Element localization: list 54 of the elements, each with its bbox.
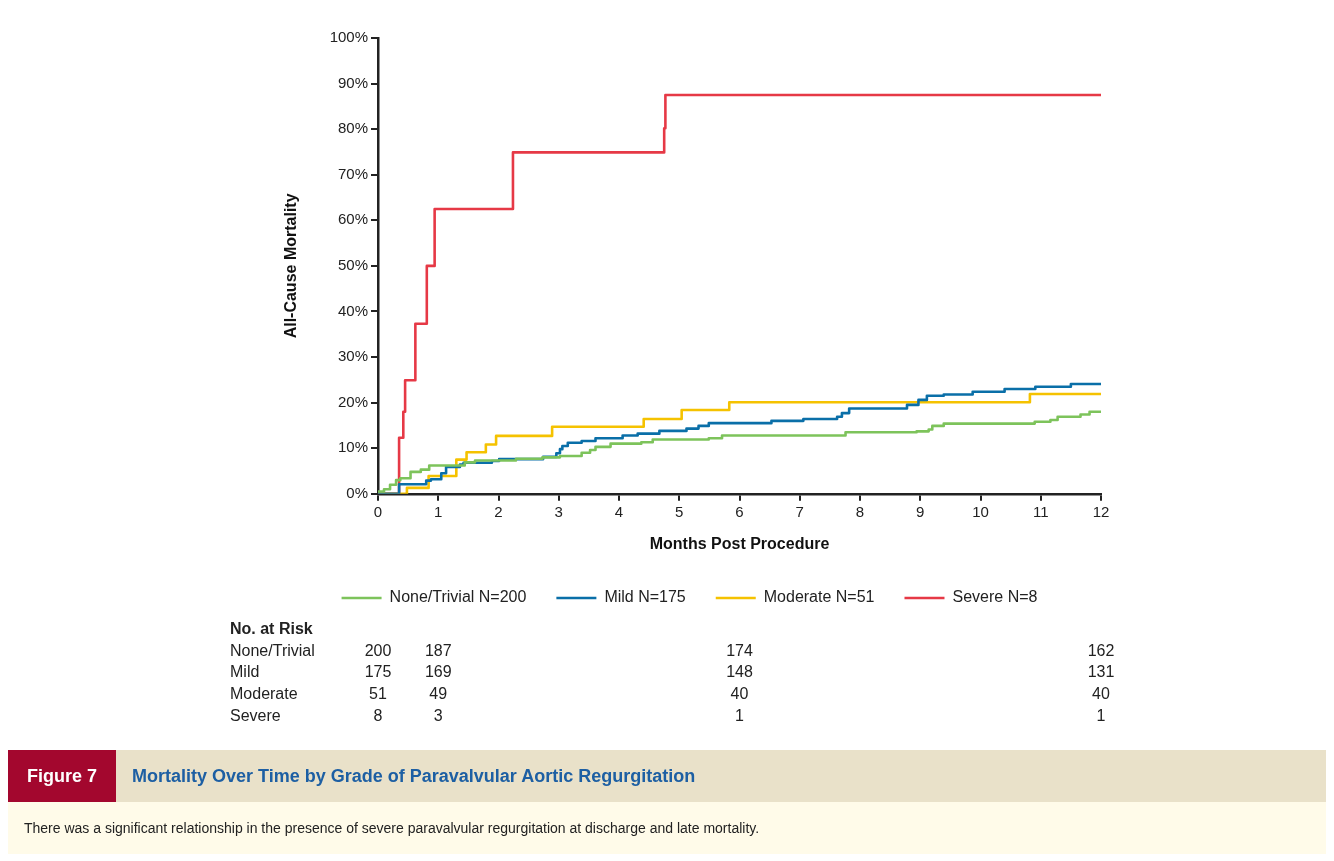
legend-label: None/Trivial N=200 xyxy=(389,588,527,606)
y-tick-label: 10% xyxy=(337,438,368,456)
x-tick-label: 6 xyxy=(735,502,744,520)
text: Mild xyxy=(230,663,260,682)
text: Severe xyxy=(230,706,281,725)
text: 40 xyxy=(1091,685,1111,704)
y-tick-label: 80% xyxy=(337,119,368,137)
text: 169 xyxy=(423,663,453,682)
x-tick-label: 1 xyxy=(434,502,443,520)
text: None/Trivial xyxy=(230,641,315,660)
y-tick-label: 60% xyxy=(337,210,368,228)
x-tick-label: 5 xyxy=(675,502,684,520)
x-tick-label: 7 xyxy=(795,502,804,520)
y-tick-label: 40% xyxy=(337,301,368,319)
legend-label: Mild N=175 xyxy=(604,588,686,606)
x-tick-label: 9 xyxy=(916,502,925,520)
y-tick-label: 50% xyxy=(337,256,368,274)
legend-label: Moderate N=51 xyxy=(763,588,875,606)
text: 187 xyxy=(423,641,453,660)
y-tick-label: 70% xyxy=(337,164,368,182)
x-tick-label: 11 xyxy=(1032,502,1049,520)
x-tick-label: 12 xyxy=(1092,502,1110,520)
y-tick-label: 100% xyxy=(329,28,368,46)
x-tick-label: 10 xyxy=(972,502,989,520)
text: 40 xyxy=(729,685,750,704)
y-axis-title: All-Cause Mortality xyxy=(282,193,300,339)
text: Mortality Over Time by Grade of Paravalvular Aortic Regurgitation xyxy=(131,764,696,788)
text: No. at Risk xyxy=(230,620,313,638)
text: Moderate xyxy=(230,685,298,704)
text: 175 xyxy=(363,663,393,682)
x-tick-label: 3 xyxy=(554,502,563,520)
y-tick-label: 20% xyxy=(337,392,368,410)
x-tick-label: 2 xyxy=(494,502,503,520)
y-tick-label: 90% xyxy=(337,73,368,91)
text: 3 xyxy=(432,706,444,725)
text: 1 xyxy=(734,706,745,725)
text: 131 xyxy=(1086,663,1116,682)
text: 200 xyxy=(363,641,393,660)
text: 49 xyxy=(428,685,449,704)
y-tick-label: 0% xyxy=(346,483,368,501)
caption: Figure 7 xyxy=(8,750,116,802)
y-tick-label: 30% xyxy=(337,347,368,365)
text: 174 xyxy=(725,641,754,660)
x-axis-title: Months Post Procedure xyxy=(649,534,830,552)
text: 51 xyxy=(368,685,388,704)
text: 162 xyxy=(1086,641,1116,660)
legend-label: Severe N=8 xyxy=(952,588,1038,606)
x-tick-label: 4 xyxy=(614,502,624,520)
x-tick-label: 8 xyxy=(855,502,865,520)
x-tick-label: 0 xyxy=(373,502,383,520)
text: There was a significant relationship in the presence of severe paravalvular regurgitation at discharge and late mortality. xyxy=(8,802,1326,854)
text: 8 xyxy=(372,706,384,725)
text: 148 xyxy=(725,663,754,682)
text: 1 xyxy=(1095,706,1107,725)
